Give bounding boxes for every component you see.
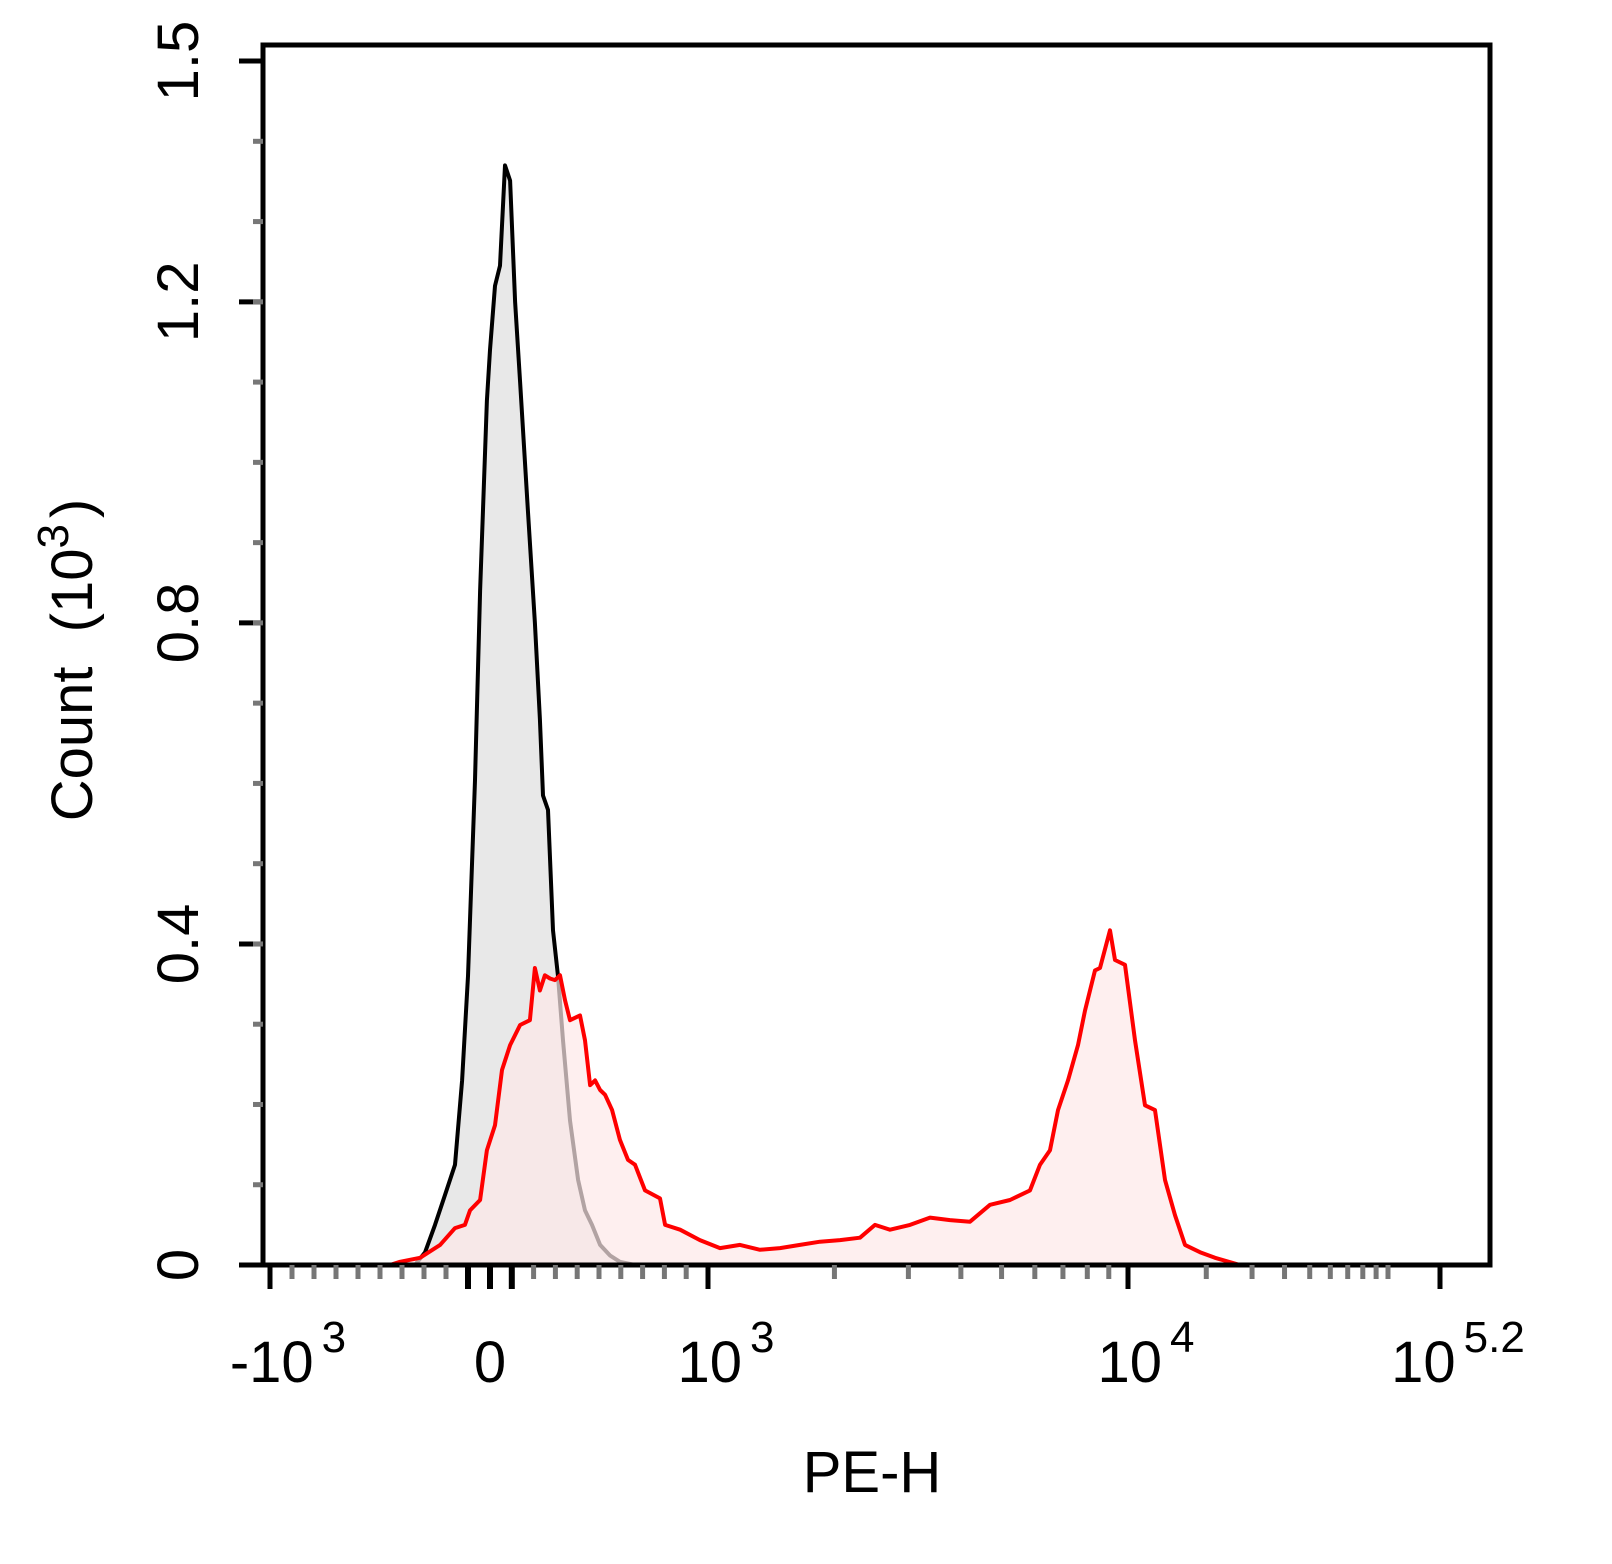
x-tick-label: 10 4 [1098,1313,1195,1395]
svg-text:Count (103): Count (103) [29,499,105,822]
y-tick-label: 1.2 [146,262,211,343]
y-axis-unit-exp: 3 [29,524,78,548]
y-axis-title-group: Count (103) [29,499,105,822]
y-axis-unit: (10 [40,549,105,633]
y-axis-title: Count [40,666,105,821]
x-tick-label: 10 3 [678,1313,775,1395]
y-axis-unit-close: ) [40,499,105,518]
x-tick-label: -10 3 [230,1313,346,1395]
x-tick-label: 10 5.2 [1391,1313,1525,1395]
series-0-fill [414,165,635,1265]
y-tick-label: 0.8 [146,583,211,664]
plot-frame [260,42,1493,1268]
series-1-line [389,928,1241,1267]
y-tick-label: 0.4 [146,904,211,985]
y-tick-label: 1.5 [146,21,211,102]
series-1-fill [389,930,1241,1265]
series-layer [389,163,1241,1267]
y-tick-label: 0 [146,1249,211,1281]
ticks-layer: 0 0.4 0.8 1.2 1.5 -10 3 0 10 3 10 4 10 5.2 [146,21,1525,1395]
x-tick-label: 0 [474,1330,506,1395]
x-axis-title: PE-H [803,1440,942,1505]
